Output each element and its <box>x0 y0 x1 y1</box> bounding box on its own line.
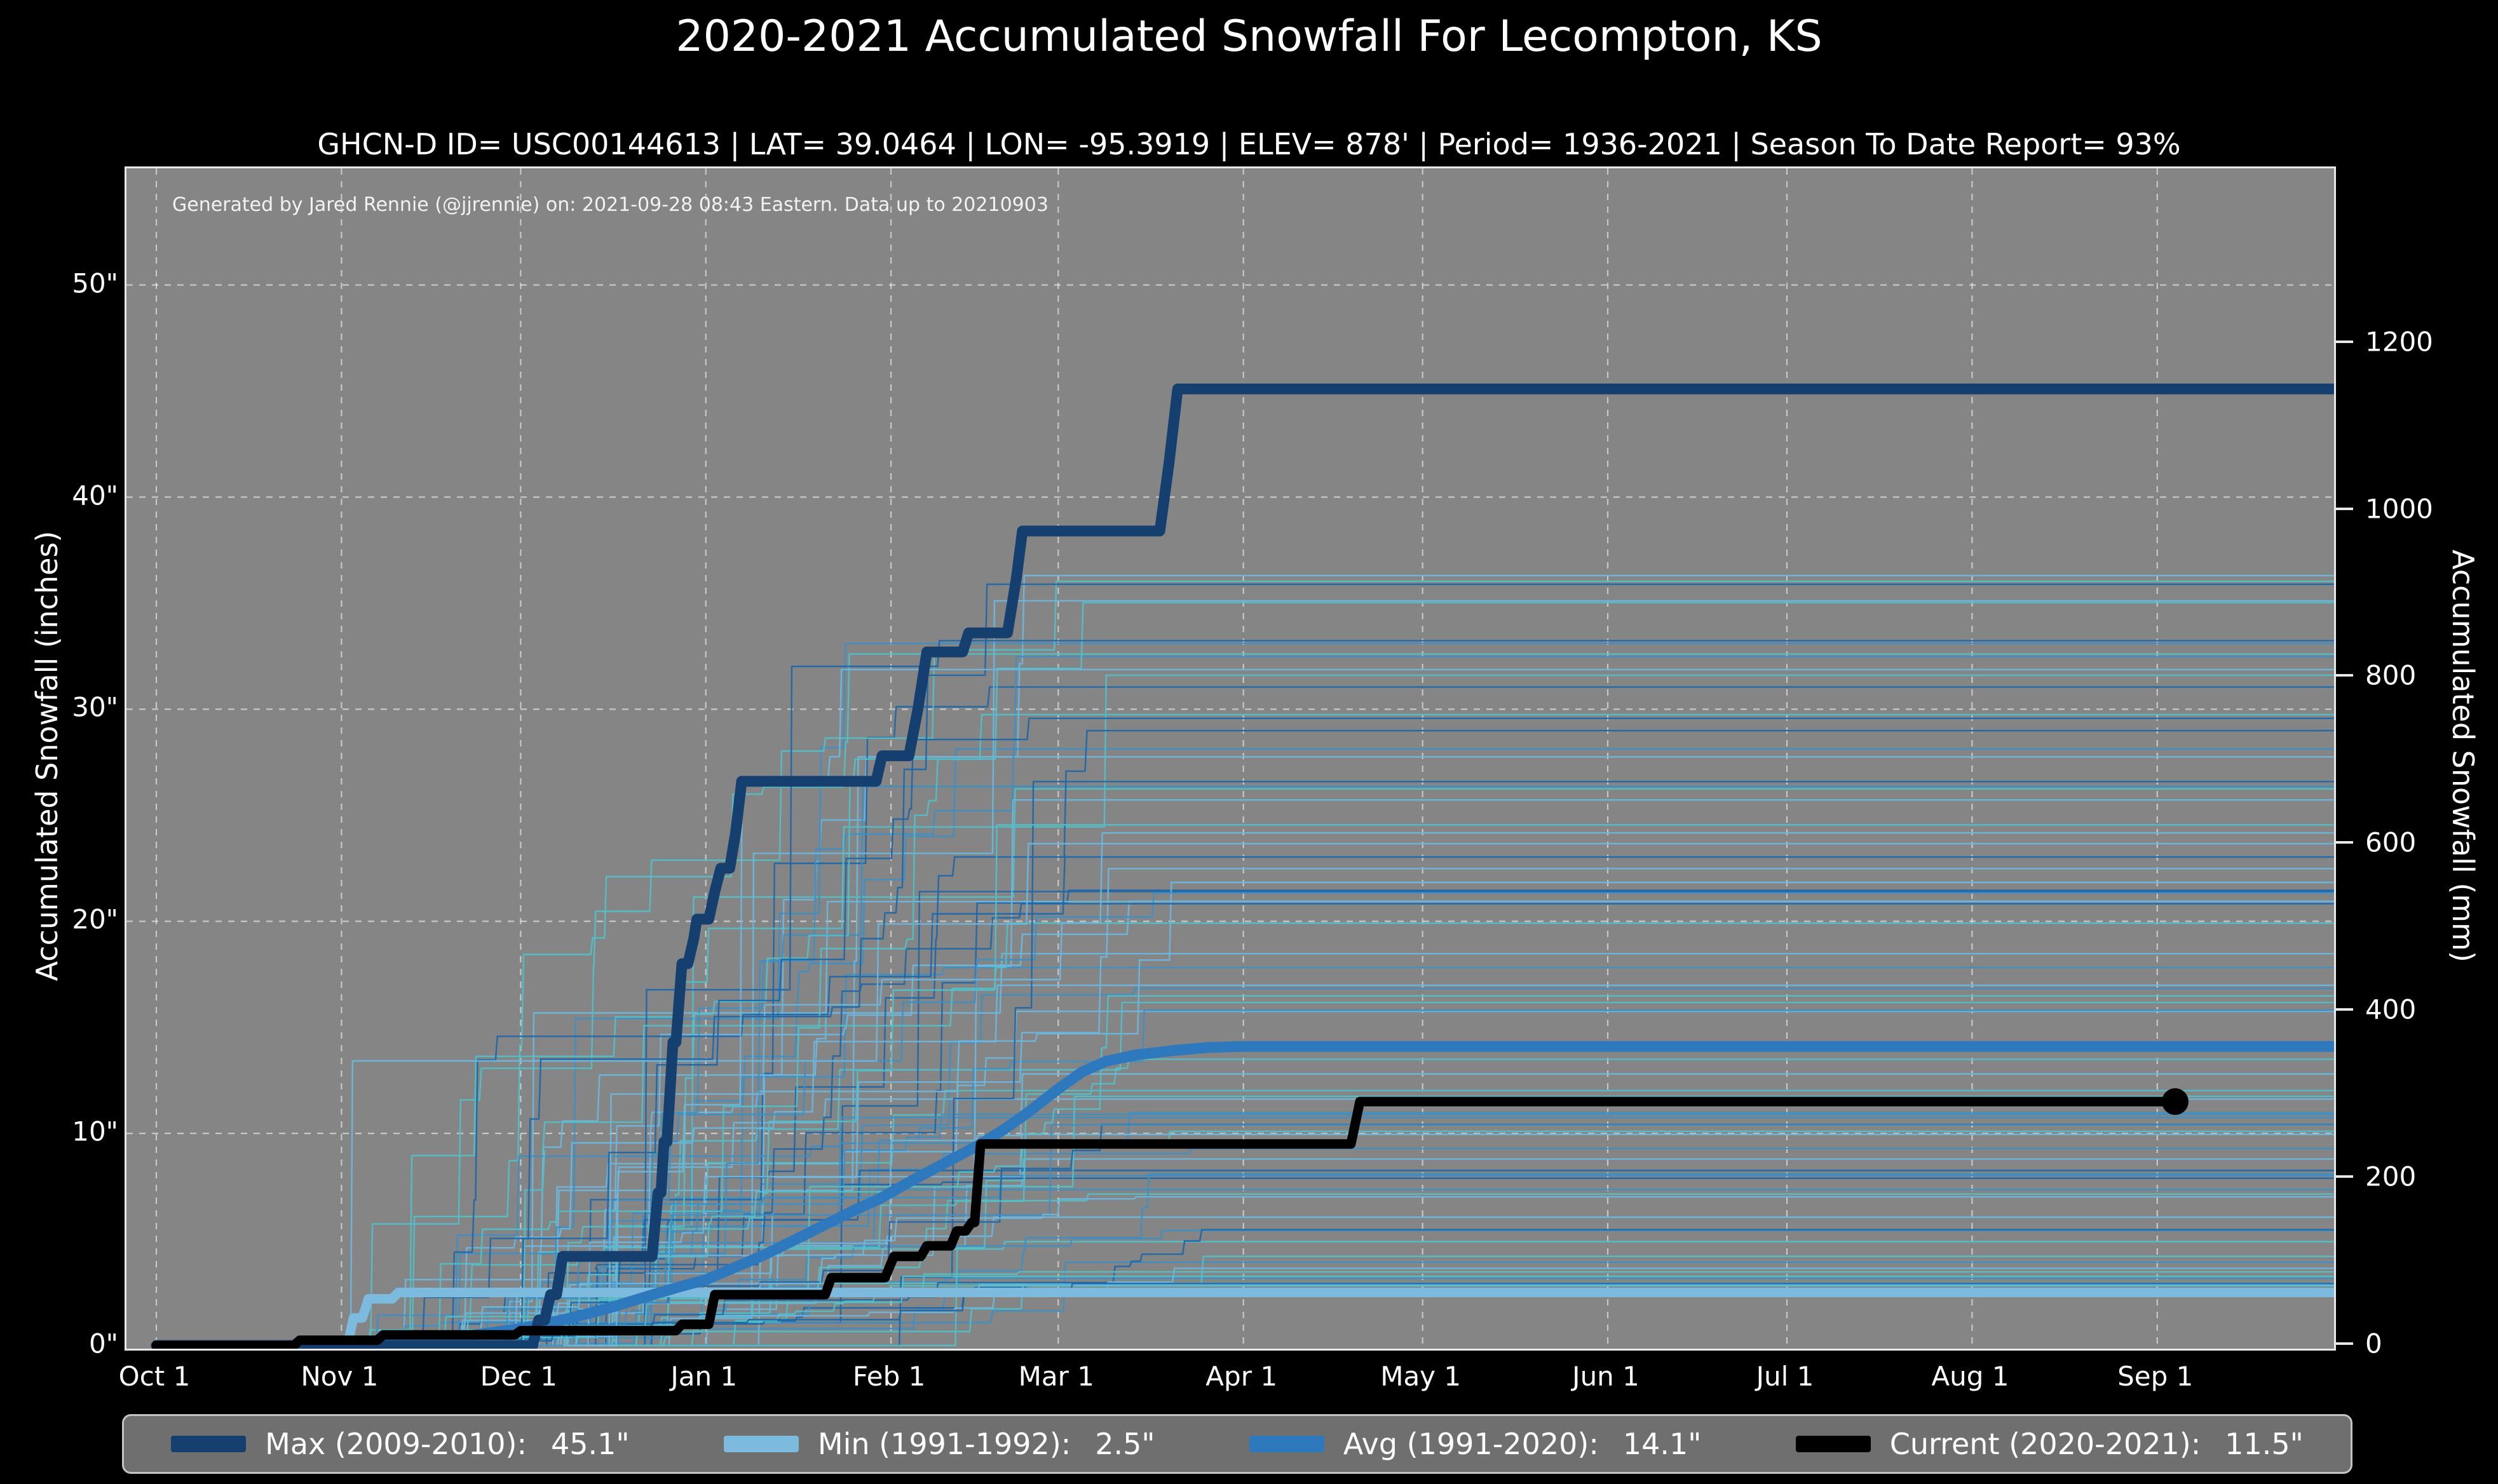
legend-label-avg: Avg (1991-2020): <box>1343 1427 1599 1461</box>
season-line <box>362 1196 2334 1347</box>
current-line-swatch <box>1795 1436 1871 1452</box>
season-line <box>444 583 2334 1347</box>
x-tick-label: Sep 1 <box>2117 1361 2194 1392</box>
min-line-swatch <box>723 1436 799 1452</box>
legend-value-max: 45.1" <box>550 1427 630 1461</box>
y-axis-label-inches: Accumulated Snowfall (inches) <box>30 530 64 981</box>
season-line <box>312 842 2334 1347</box>
y-axis-label-mm: Accumulated Snowfall (mm) <box>2446 550 2480 962</box>
y-tick-label-inches: 30" <box>72 691 118 723</box>
legend-value-avg: 14.1" <box>1622 1427 1702 1461</box>
y-tick-label-inches: 50" <box>72 267 118 299</box>
season-line <box>491 781 2334 1347</box>
y-tick-mark-mm <box>2334 1175 2353 1178</box>
season-line <box>323 1116 2334 1347</box>
generated-by-annotation: Generated by Jared Rennie (@jjrennie) on… <box>172 194 1049 216</box>
legend-item-avg: Avg (1991-2020): 14.1" <box>1249 1427 1702 1461</box>
season-line <box>336 642 2334 1347</box>
x-tick-label: Nov 1 <box>301 1361 379 1392</box>
season-line <box>322 995 2334 1347</box>
chart-legend: Max (2009-2010): 45.1" Min (1991-1992): … <box>122 1414 2352 1474</box>
season-line <box>492 640 2334 1347</box>
current-end-dot <box>2161 1088 2189 1116</box>
legend-label-max: Max (2009-2010): <box>265 1427 527 1461</box>
x-tick-label: Apr 1 <box>1205 1361 1278 1392</box>
season-line <box>549 1275 2334 1347</box>
y-tick-label-mm: 600 <box>2365 826 2417 858</box>
x-tick-label: Jun 1 <box>1572 1361 1639 1392</box>
y-tick-label-inches: 10" <box>72 1116 118 1147</box>
y-tick-label-mm: 0 <box>2365 1328 2382 1359</box>
x-tick-label: Mar 1 <box>1018 1361 1094 1392</box>
y-tick-label-mm: 1200 <box>2365 326 2433 358</box>
legend-item-current: Current (2020-2021): 11.5" <box>1795 1427 2304 1461</box>
season-line <box>367 717 2334 1347</box>
legend-label-current: Current (2020-2021): <box>1889 1427 2201 1461</box>
legend-item-min: Min (1991-1992): 2.5" <box>723 1427 1155 1461</box>
x-tick-label: May 1 <box>1380 1361 1462 1392</box>
x-tick-label: Aug 1 <box>1931 1361 2009 1392</box>
chart-subtitle: GHCN-D ID= USC00144613 | LAT= 39.0464 | … <box>317 127 2181 161</box>
legend-value-current: 11.5" <box>2225 1427 2304 1461</box>
season-line <box>367 785 2334 1347</box>
legend-item-max: Max (2009-2010): 45.1" <box>171 1427 630 1461</box>
y-tick-label-mm: 400 <box>2365 994 2417 1025</box>
series-line-max <box>151 383 2334 1349</box>
x-tick-label: Dec 1 <box>480 1361 558 1392</box>
y-tick-mark-mm <box>2334 841 2353 844</box>
chart-title: 2020-2021 Accumulated Snowfall For Lecom… <box>675 11 1823 62</box>
season-line <box>471 1009 2334 1347</box>
legend-label-min: Min (1991-1992): <box>817 1427 1071 1461</box>
y-tick-label-mm: 800 <box>2365 659 2417 691</box>
season-line <box>378 984 2334 1347</box>
season-line <box>407 892 2334 1347</box>
y-tick-label-inches: 0" <box>88 1328 118 1359</box>
y-tick-mark-mm <box>2334 674 2353 677</box>
season-line <box>329 580 2334 1347</box>
season-line <box>412 901 2334 1347</box>
season-line <box>517 602 2334 1347</box>
season-line <box>484 824 2334 1347</box>
season-line <box>311 729 2334 1347</box>
x-tick-label: Feb 1 <box>852 1361 926 1392</box>
plot-area: Generated by Jared Rennie (@jjrennie) on… <box>125 166 2336 1351</box>
y-tick-label-mm: 200 <box>2365 1161 2417 1192</box>
season-line <box>452 1173 2334 1347</box>
season-line <box>301 713 2334 1347</box>
series-line-current <box>151 1096 2180 1349</box>
season-line <box>460 832 2334 1347</box>
season-line <box>366 1177 2334 1347</box>
season-line <box>545 889 2334 1347</box>
x-tick-label: Jul 1 <box>1756 1361 1814 1392</box>
y-tick-mark-mm <box>2334 340 2353 343</box>
x-tick-label: Jan 1 <box>670 1361 738 1392</box>
y-tick-mark-mm <box>2334 1342 2353 1345</box>
season-line <box>397 1158 2334 1347</box>
season-line <box>531 600 2334 1347</box>
y-tick-label-mm: 1000 <box>2365 493 2433 525</box>
y-tick-label-inches: 20" <box>72 903 118 935</box>
season-line <box>334 1123 2334 1347</box>
y-tick-mark-mm <box>2334 1008 2353 1011</box>
series-line-avg <box>282 1041 2334 1349</box>
legend-value-min: 2.5" <box>1095 1427 1155 1461</box>
y-tick-label-inches: 40" <box>72 480 118 511</box>
x-tick-label: Oct 1 <box>118 1361 191 1392</box>
y-tick-mark-mm <box>2334 507 2353 510</box>
max-line-swatch <box>171 1436 247 1452</box>
chart-canvas <box>126 168 2334 1349</box>
season-line <box>563 668 2334 1347</box>
season-line <box>434 574 2334 1347</box>
season-line <box>552 903 2334 1347</box>
avg-line-swatch <box>1249 1436 1324 1452</box>
